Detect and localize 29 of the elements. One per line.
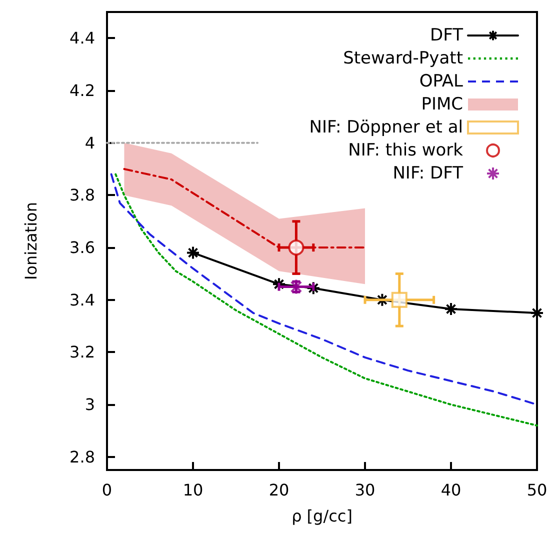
legend-label: PIMC [421, 94, 463, 114]
x-tick-label: 20 [268, 480, 290, 500]
y-tick-label: 3 [84, 395, 95, 414]
x-tick-label: 30 [354, 480, 376, 500]
x-axis-title: ρ [g/cc] [292, 506, 352, 526]
point [444, 302, 458, 316]
y-tick-label: 4.4 [70, 28, 95, 48]
legend-label: NIF: this work [348, 140, 464, 160]
point [186, 246, 200, 260]
point [375, 292, 390, 307]
legend-label: NIF: Döppner et al [309, 118, 463, 138]
y-tick-label: 3.8 [70, 186, 95, 205]
y-tick-label: 2.8 [70, 447, 95, 466]
legend-label: OPAL [419, 72, 464, 92]
x-tick-label: 0 [102, 480, 112, 500]
y-tick-label: 4 [84, 133, 95, 152]
y-tick-label: 3.4 [70, 290, 95, 310]
y-tick-label: 3.6 [70, 238, 95, 258]
x-tick-label: 10 [182, 480, 204, 500]
point [288, 240, 304, 256]
y-tick-label: 3.2 [70, 342, 95, 362]
legend-label: Steward-Pyatt [343, 48, 464, 68]
point [391, 292, 408, 308]
x-tick-label: 40 [440, 480, 462, 500]
legend-label: NIF: DFT [392, 164, 464, 184]
legend-label: DFT [430, 26, 464, 46]
y-axis-title: Ionization [22, 202, 40, 280]
x-tick-label: 50 [526, 480, 548, 500]
y-tick-label: 4.2 [70, 81, 95, 100]
